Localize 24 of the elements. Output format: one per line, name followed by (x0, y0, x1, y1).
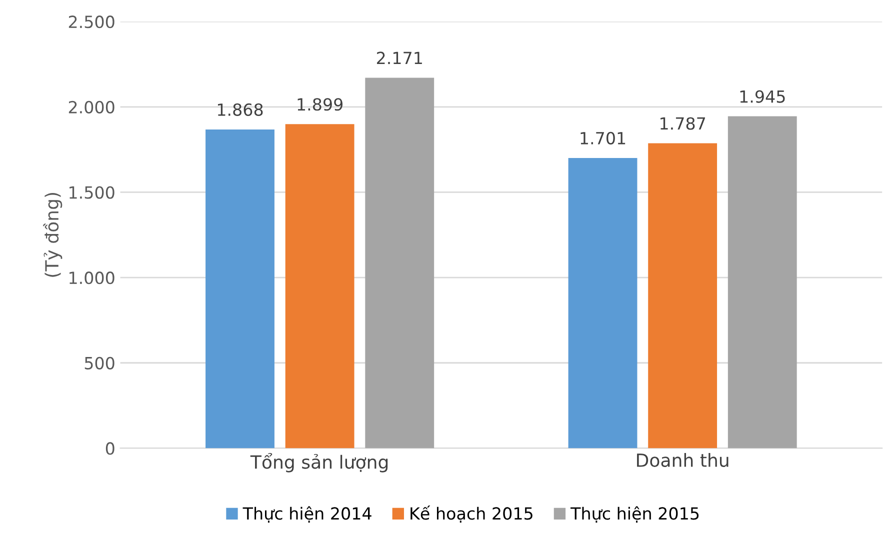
y-tick-label: 2.000 (68, 100, 114, 114)
y-tick-label: 0 (106, 442, 114, 455)
x-tick-label: Doanh thu (637, 453, 728, 468)
y-tick-label: 2.500 (68, 16, 114, 28)
y-tick-label: 1.500 (70, 186, 114, 199)
legend-label: Thực hiện 2014 (242, 506, 372, 523)
data-label: 2.171 (376, 52, 422, 64)
data-label: 1.899 (298, 98, 342, 111)
bar (365, 78, 434, 448)
x-tick-label: Tổng sản lượng (250, 453, 388, 472)
bar (568, 158, 638, 448)
y-tick-label: 1.000 (70, 272, 114, 284)
data-label: 1.945 (740, 90, 785, 103)
y-tick-label: 500 (84, 356, 114, 370)
data-label: 1.787 (660, 117, 705, 130)
bar (728, 116, 797, 448)
legend-label: Kế hoạch 2015 (410, 505, 532, 523)
y-axis-title: (Tỷ đồng) (43, 192, 62, 277)
data-label: 1.701 (580, 132, 626, 144)
bar (285, 124, 354, 448)
bar (648, 143, 718, 448)
bar (206, 129, 274, 448)
legend-label: Thực hiện 2015 (570, 506, 699, 523)
data-label: 1.868 (218, 103, 263, 116)
